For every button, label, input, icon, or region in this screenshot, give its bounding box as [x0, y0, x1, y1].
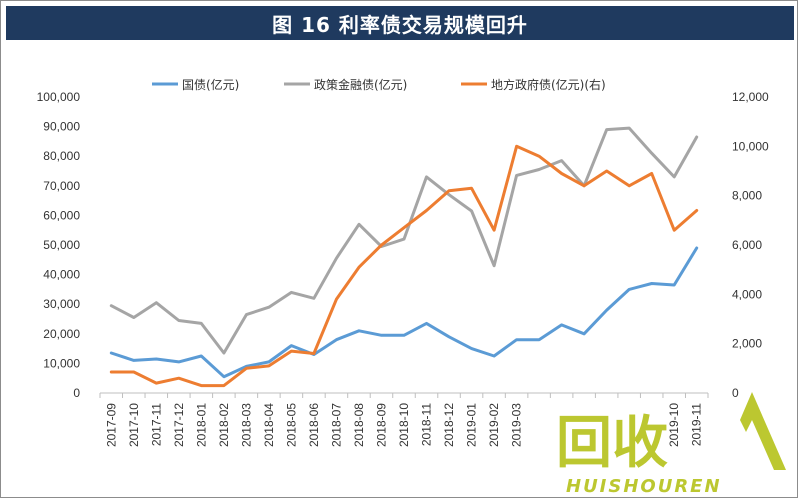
- x-tick-label: 2017-09: [104, 403, 118, 447]
- series-line-1: [109, 246, 699, 379]
- series-line-3: [109, 144, 699, 388]
- legend: 国债(亿元) 政策金融债(亿元) 地方政府债(亿元)(右): [152, 77, 606, 92]
- chart-title: 图 16 利率债交易规模回升: [272, 12, 528, 37]
- x-tick-label: 2018-05: [284, 403, 298, 447]
- axes-layer: 0 10,000 20,000 30,000 40,000 50,000 60,000 70,…: [37, 90, 769, 447]
- left-tick-label: 70,000: [43, 179, 80, 193]
- watermark-subtext: HUISHOUREN: [566, 476, 722, 497]
- x-tick-label: 2018-01: [194, 403, 208, 447]
- right-tick-label: 0: [732, 386, 739, 400]
- x-tick-label: 2018-04: [262, 403, 276, 447]
- x-tick-label: 2017-11: [149, 403, 163, 446]
- x-tick-label: 2018-02: [217, 403, 231, 447]
- left-tick-label: 50,000: [43, 238, 80, 252]
- series-layer: [109, 126, 699, 388]
- right-tick-label: 6,000: [732, 238, 762, 252]
- left-tick-label: 100,000: [37, 90, 81, 104]
- x-tick-label: 2018-08: [352, 403, 366, 447]
- x-tick-label: 2017-10: [127, 403, 141, 447]
- x-tick-label: 2019-10: [667, 403, 681, 447]
- watermark-logo-icon: [740, 392, 786, 470]
- legend-label: 地方政府债(亿元)(右): [491, 77, 606, 92]
- x-tick-label: 2019-02: [487, 403, 501, 447]
- watermark-text: 回收: [556, 411, 668, 476]
- x-tick-label: 2018-09: [374, 403, 388, 447]
- x-tick-label: 2019-11: [690, 403, 704, 446]
- x-tick-label: 2018-11: [420, 403, 434, 446]
- series-line-2: [109, 126, 699, 355]
- right-tick-label: 8,000: [732, 189, 762, 203]
- left-tick-label: 60,000: [43, 208, 80, 222]
- left-tick-label: 40,000: [43, 268, 80, 282]
- x-tick-label: 2017-12: [172, 403, 186, 447]
- x-tick-label: 2018-06: [307, 403, 321, 447]
- left-tick-label: 0: [73, 386, 80, 400]
- x-tick-label: 2018-12: [442, 403, 456, 447]
- left-tick-label: 10,000: [43, 356, 80, 370]
- right-tick-label: 12,000: [732, 90, 769, 104]
- x-tick-label: 2018-10: [397, 403, 411, 447]
- right-tick-label: 4,000: [732, 287, 762, 301]
- title-bar: 图 16 利率债交易规模回升: [6, 6, 794, 40]
- legend-label: 政策金融债(亿元): [314, 77, 407, 92]
- x-tick-label: 2019-01: [465, 403, 479, 447]
- right-tick-label: 2,000: [732, 337, 762, 351]
- left-tick-label: 80,000: [43, 149, 80, 163]
- right-tick-label: 10,000: [732, 139, 769, 153]
- x-tick-label: 2019-03: [510, 403, 524, 447]
- left-tick-label: 90,000: [43, 120, 80, 134]
- x-tick-label: 2018-07: [329, 403, 343, 447]
- left-tick-label: 20,000: [43, 327, 80, 341]
- left-tick-label: 30,000: [43, 297, 80, 311]
- legend-label: 国债(亿元): [182, 77, 239, 92]
- x-tick-label: 2018-03: [239, 403, 253, 447]
